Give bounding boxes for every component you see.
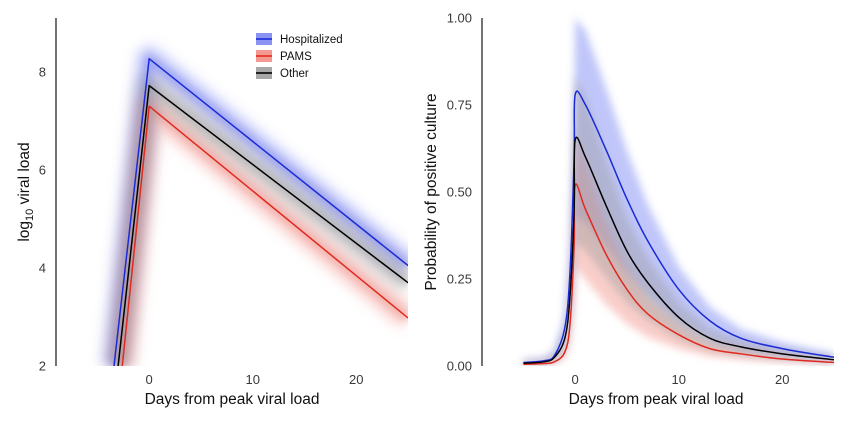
right-band-hospitalized: [523, 18, 834, 365]
left-uncertainty-bands: [101, 45, 408, 366]
right-y-tick-label-0-00: 0.00: [447, 359, 472, 374]
left-y-axis-title: log10 viral load: [16, 142, 36, 241]
left-line-other: [117, 84, 408, 366]
left-y-tick-label-2: 2: [39, 359, 46, 374]
right-uncertainty-bands: [523, 18, 834, 366]
left-y-axis-title-log: log: [16, 221, 33, 242]
left-x-tick-label-10: 10: [245, 372, 259, 387]
right-series-lines: [523, 90, 834, 366]
legend-label-other: Other: [280, 68, 309, 80]
legend-item-pams: PAMS: [256, 50, 312, 63]
right-y-tick-label-0-75: 0.75: [447, 98, 472, 113]
left-y-tick-label-4: 4: [39, 260, 46, 275]
left-line-pams: [121, 105, 408, 366]
left-y-axis-title-rest: viral load: [16, 142, 33, 208]
left-x-tick-label-20: 20: [349, 372, 363, 387]
right-x-ticks: 0 10 20: [572, 372, 790, 387]
legend-label-pams: PAMS: [280, 51, 312, 63]
legend-item-other: Other: [256, 67, 309, 80]
right-y-tick-label-0-25: 0.25: [447, 272, 472, 287]
left-y-axis-title-subscript: 10: [24, 209, 36, 221]
left-y-tick-label-8: 8: [39, 64, 46, 79]
right-x-axis-title: Days from peak viral load: [569, 391, 744, 408]
right-y-tick-label-0-50: 0.50: [447, 185, 472, 200]
left-x-ticks: 0 10 20: [146, 372, 364, 387]
right-panel: 0.00 0.25 0.50 0.75 1.00 0 10 20 Days from pea…: [423, 11, 834, 408]
legend: Hospitalized PAMS Other: [256, 33, 343, 80]
right-y-axis-title: Probability of positive culture: [423, 93, 440, 290]
legend-item-hospitalized: Hospitalized: [256, 33, 343, 46]
right-y-ticks: 0.00 0.25 0.50 0.75 1.00: [447, 11, 472, 374]
right-x-tick-label-10: 10: [671, 372, 685, 387]
right-y-tick-label-1-00: 1.00: [447, 11, 472, 26]
right-line-hospitalized: [523, 90, 834, 364]
left-x-axis-title: Days from peak viral load: [145, 391, 320, 408]
left-x-tick-label-0: 0: [146, 372, 153, 387]
left-panel: 2 4 6 8 0 10 20 Days from peak viral load log…: [16, 18, 408, 408]
right-line-other: [523, 136, 834, 364]
right-line-pams: [523, 183, 834, 366]
right-band-other: [523, 75, 834, 365]
right-x-tick-label-0: 0: [572, 372, 579, 387]
right-x-tick-label-20: 20: [775, 372, 789, 387]
left-line-hospitalized: [113, 57, 408, 366]
left-y-tick-label-6: 6: [39, 162, 46, 177]
legend-label-hospitalized: Hospitalized: [280, 34, 343, 46]
left-series-lines: [113, 57, 408, 366]
left-y-ticks: 2 4 6 8: [39, 64, 46, 373]
